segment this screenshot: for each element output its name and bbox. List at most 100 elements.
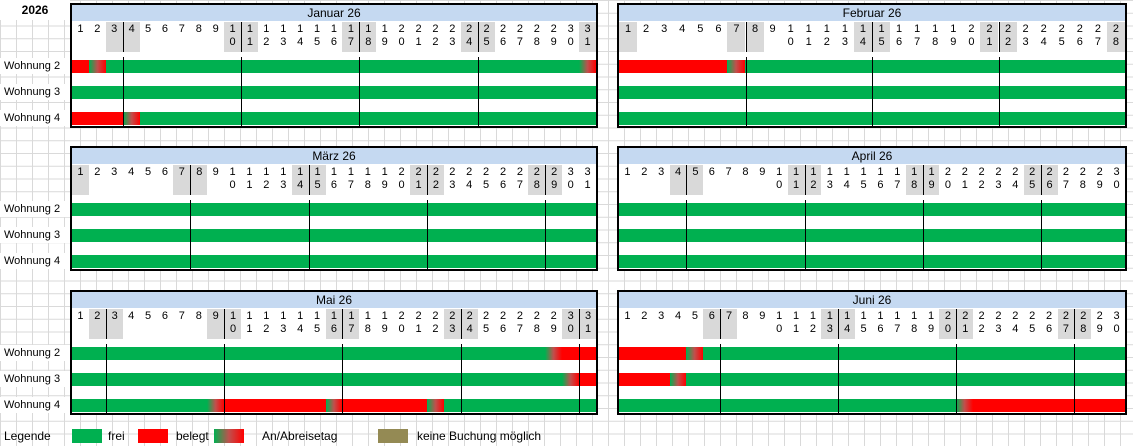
day-number[interactable]: 2 <box>643 23 650 35</box>
day-number[interactable]: 1 <box>624 166 631 178</box>
day-number[interactable]: 4 <box>128 166 135 178</box>
day-number[interactable]: 9 <box>769 23 776 35</box>
day-number[interactable]: 6 <box>715 23 722 35</box>
booking-wechsel[interactable] <box>562 373 580 386</box>
booking-wechsel[interactable] <box>88 60 106 73</box>
booking-belegt[interactable] <box>562 347 596 360</box>
day-number[interactable]: 3 <box>105 309 123 339</box>
booking-wechsel[interactable] <box>727 60 746 73</box>
booking-belegt[interactable] <box>72 112 123 125</box>
day-number[interactable]: 2 <box>641 166 648 178</box>
day-number[interactable]: 8 <box>195 310 202 322</box>
day-number[interactable]: 7 <box>178 310 185 322</box>
day-number[interactable]: 5 <box>691 310 698 322</box>
day-number[interactable]: 3 <box>661 23 668 35</box>
booking-belegt[interactable] <box>342 399 427 412</box>
day-number[interactable]: 9 <box>759 166 766 178</box>
day-number[interactable]: 5 <box>144 310 152 322</box>
booking-wechsel[interactable] <box>686 347 704 360</box>
day-number[interactable]: 1 <box>72 165 89 195</box>
booking-belegt[interactable] <box>619 60 728 73</box>
day-number[interactable]: 2 <box>88 309 106 339</box>
day-number[interactable]: 5 <box>697 23 704 35</box>
day-number[interactable]: 7 <box>725 166 732 178</box>
booking-wechsel[interactable] <box>545 347 563 360</box>
booking-belegt[interactable] <box>579 373 596 386</box>
day-number[interactable]: 4 <box>679 23 686 35</box>
booking-wechsel[interactable] <box>579 60 596 73</box>
booking-belegt[interactable] <box>72 60 89 73</box>
